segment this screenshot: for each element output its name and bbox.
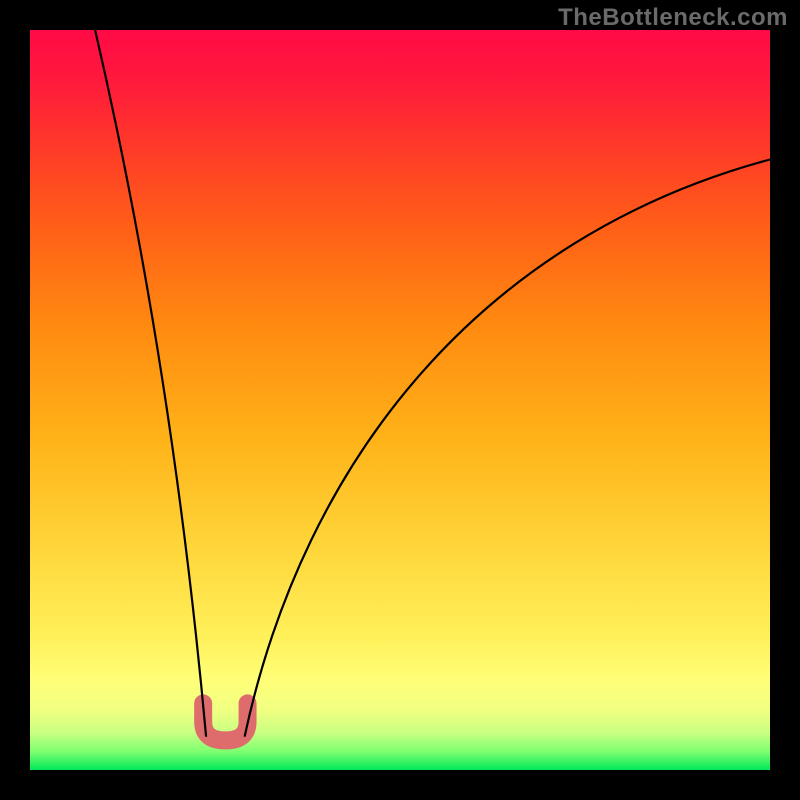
bottleneck-chart xyxy=(0,0,800,800)
attribution-text: TheBottleneck.com xyxy=(558,4,788,32)
chart-stage: TheBottleneck.com xyxy=(0,0,800,800)
